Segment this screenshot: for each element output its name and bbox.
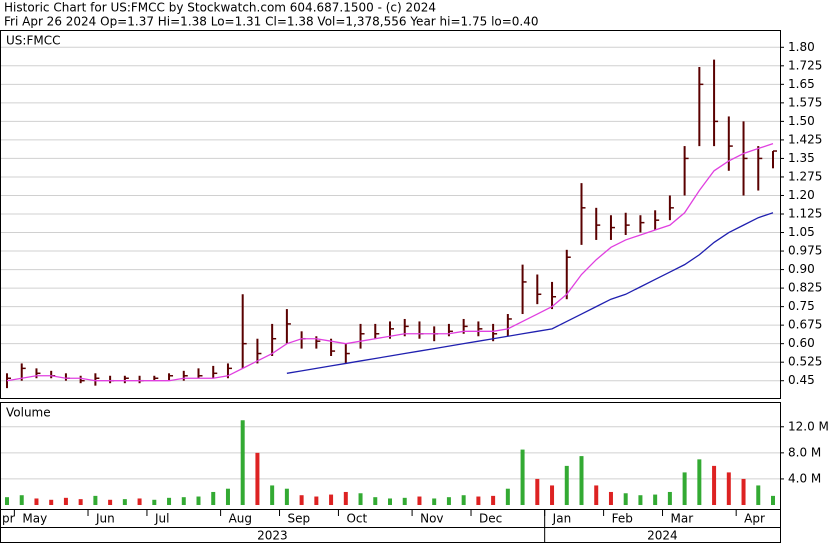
volume-bar (19, 495, 24, 505)
year-label: 2024 (647, 529, 678, 543)
volume-bar (520, 449, 525, 505)
y-tick-label: 1.65 (788, 77, 815, 91)
volume-bar (653, 494, 658, 505)
volume-bar (491, 495, 496, 505)
volume-bar (505, 488, 510, 505)
volume-bar (579, 456, 584, 505)
volume-bar (388, 498, 392, 505)
volume-bar (225, 488, 230, 505)
y-tick-label: 0.675 (788, 318, 822, 332)
x-tick-label: May (22, 512, 47, 526)
volume-bar (608, 491, 613, 505)
volume-bar (638, 495, 643, 505)
volume-bar (196, 496, 201, 505)
y-tick-label: 4.0 M (788, 471, 821, 485)
y-tick-label: 0.60 (788, 336, 815, 350)
volume-bar (284, 488, 289, 505)
volume-bar (446, 497, 451, 505)
volume-bar (5, 497, 9, 505)
volume-bar (34, 498, 39, 505)
volume-bar (49, 499, 54, 505)
y-tick-label: 1.275 (788, 169, 822, 183)
volume-bar (122, 499, 127, 505)
volume-bar (270, 485, 275, 505)
volume-bar (373, 497, 378, 505)
volume-bar (712, 465, 717, 505)
volume-bar (476, 496, 481, 505)
volume-bar (137, 498, 142, 505)
y-tick-label: 12.0 M (788, 419, 829, 433)
y-tick-label: 0.825 (788, 281, 822, 295)
y-tick-label: 0.45 (788, 373, 815, 387)
volume-bar (343, 491, 348, 505)
moving-average (6, 142, 774, 382)
volume-bar (771, 495, 775, 505)
volume-bar (402, 497, 407, 505)
y-tick-label: 8.0 M (788, 445, 821, 459)
volume-bar (63, 497, 68, 505)
volume-bar (623, 493, 628, 505)
chart-subtitle: Fri Apr 26 2024 Op=1.37 Hi=1.38 Lo=1.31 … (4, 15, 539, 29)
x-tick-label: Nov (420, 512, 443, 526)
x-tick-label: Apr (744, 512, 765, 526)
x-tick-label: Sep (288, 512, 311, 526)
volume-bar (461, 495, 466, 505)
volume-bar (255, 452, 260, 505)
year-label: 2023 (257, 529, 288, 543)
chart-title: Historic Chart for US:FMCC by Stockwatch… (4, 1, 436, 15)
y-tick-label: 0.975 (788, 244, 822, 258)
volume-bar (550, 485, 555, 505)
y-tick-label: 1.05 (788, 225, 815, 239)
volume-label: Volume (6, 406, 51, 420)
volume-bar (108, 499, 113, 505)
volume-bar (167, 497, 172, 505)
volume-bar (432, 498, 437, 505)
volume-bar (726, 472, 731, 505)
y-tick-label: 0.525 (788, 355, 822, 369)
volume-bar (152, 499, 157, 505)
volume-bar (564, 465, 569, 505)
symbol-label: US:FMCC (6, 34, 60, 48)
y-tick-label: 0.90 (788, 262, 815, 276)
volume-bar (211, 491, 216, 505)
y-tick-label: 1.125 (788, 207, 822, 221)
x-tick-label: Jan (552, 512, 572, 526)
y-tick-label: 1.575 (788, 95, 822, 109)
x-tick-label: Jul (154, 512, 169, 526)
volume-bar (667, 491, 672, 505)
y-tick-label: 1.425 (788, 132, 822, 146)
x-tick-label: Oct (346, 512, 367, 526)
volume-bar (594, 485, 599, 505)
x-tick-label: pr (2, 512, 15, 526)
y-tick-label: 1.20 (788, 188, 815, 202)
x-tick-label: Dec (479, 512, 502, 526)
volume-bar (93, 495, 98, 505)
volume-bar (756, 485, 761, 505)
volume-bar (299, 495, 304, 505)
x-tick-label: Jun (95, 512, 115, 526)
volume-bar (682, 472, 687, 505)
volume-bar (697, 459, 702, 505)
volume-bar (329, 494, 334, 505)
volume-bar (314, 496, 319, 505)
moving-average (286, 212, 774, 374)
y-tick-label: 1.50 (788, 114, 815, 128)
volume-bar (741, 478, 746, 505)
volume-bar (417, 496, 422, 505)
volume-bar (78, 499, 83, 505)
volume-bar (181, 497, 186, 505)
volume-bar (358, 493, 363, 505)
y-tick-label: 1.725 (788, 58, 822, 72)
x-tick-label: Feb (612, 512, 633, 526)
x-tick-label: Aug (229, 512, 252, 526)
volume-bar (240, 420, 245, 505)
x-tick-label: Mar (671, 512, 694, 526)
y-tick-label: 0.75 (788, 299, 815, 313)
volume-bar (535, 478, 540, 505)
y-tick-label: 1.80 (788, 40, 815, 54)
y-tick-label: 1.35 (788, 151, 815, 165)
